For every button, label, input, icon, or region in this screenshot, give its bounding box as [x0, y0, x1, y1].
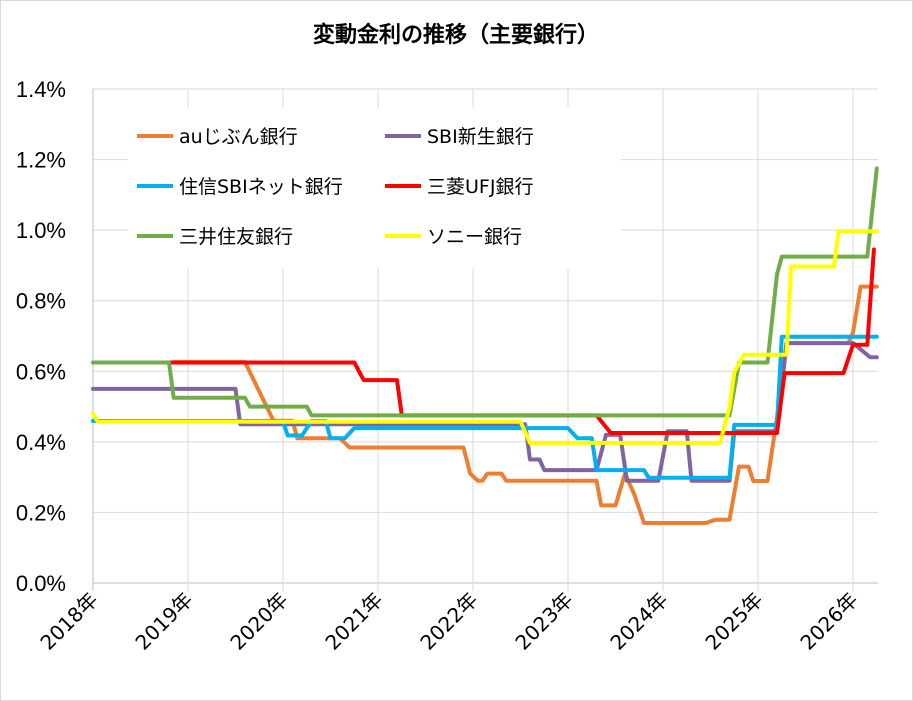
series-line: [91, 166, 879, 418]
legend-label: 住信SBIネット銀行: [179, 176, 343, 198]
legend-label: ソニー銀行: [427, 226, 522, 248]
y-tick-label: 0.4%: [16, 430, 66, 455]
chart-title: 変動金利の推移（主要銀行）: [313, 22, 599, 48]
y-tick-label: 0.8%: [16, 289, 66, 314]
legend-label: auじぶん銀行: [179, 126, 298, 148]
y-tick-label: 1.0%: [16, 218, 66, 243]
series-lines: [91, 166, 879, 525]
series-line: [171, 284, 879, 525]
y-tick-label: 1.2%: [16, 148, 66, 173]
legend-background: [128, 108, 621, 268]
y-axis-ticks: 0.0% 0.2% 0.4% 0.6% 0.8% 1.0% 1.2% 1.4%: [16, 77, 66, 596]
legend-label: SBI新生銀行: [427, 126, 534, 148]
y-tick-label: 0.0%: [16, 571, 66, 596]
series-line: [167, 247, 876, 435]
y-tick-label: 0.2%: [16, 500, 66, 525]
series-line: [91, 229, 879, 445]
legend-label: 三菱UFJ銀行: [427, 176, 533, 198]
y-tick-label: 0.6%: [16, 359, 66, 384]
y-tick-label: 1.4%: [16, 77, 66, 102]
legend-label: 三井住友銀行: [179, 226, 293, 248]
